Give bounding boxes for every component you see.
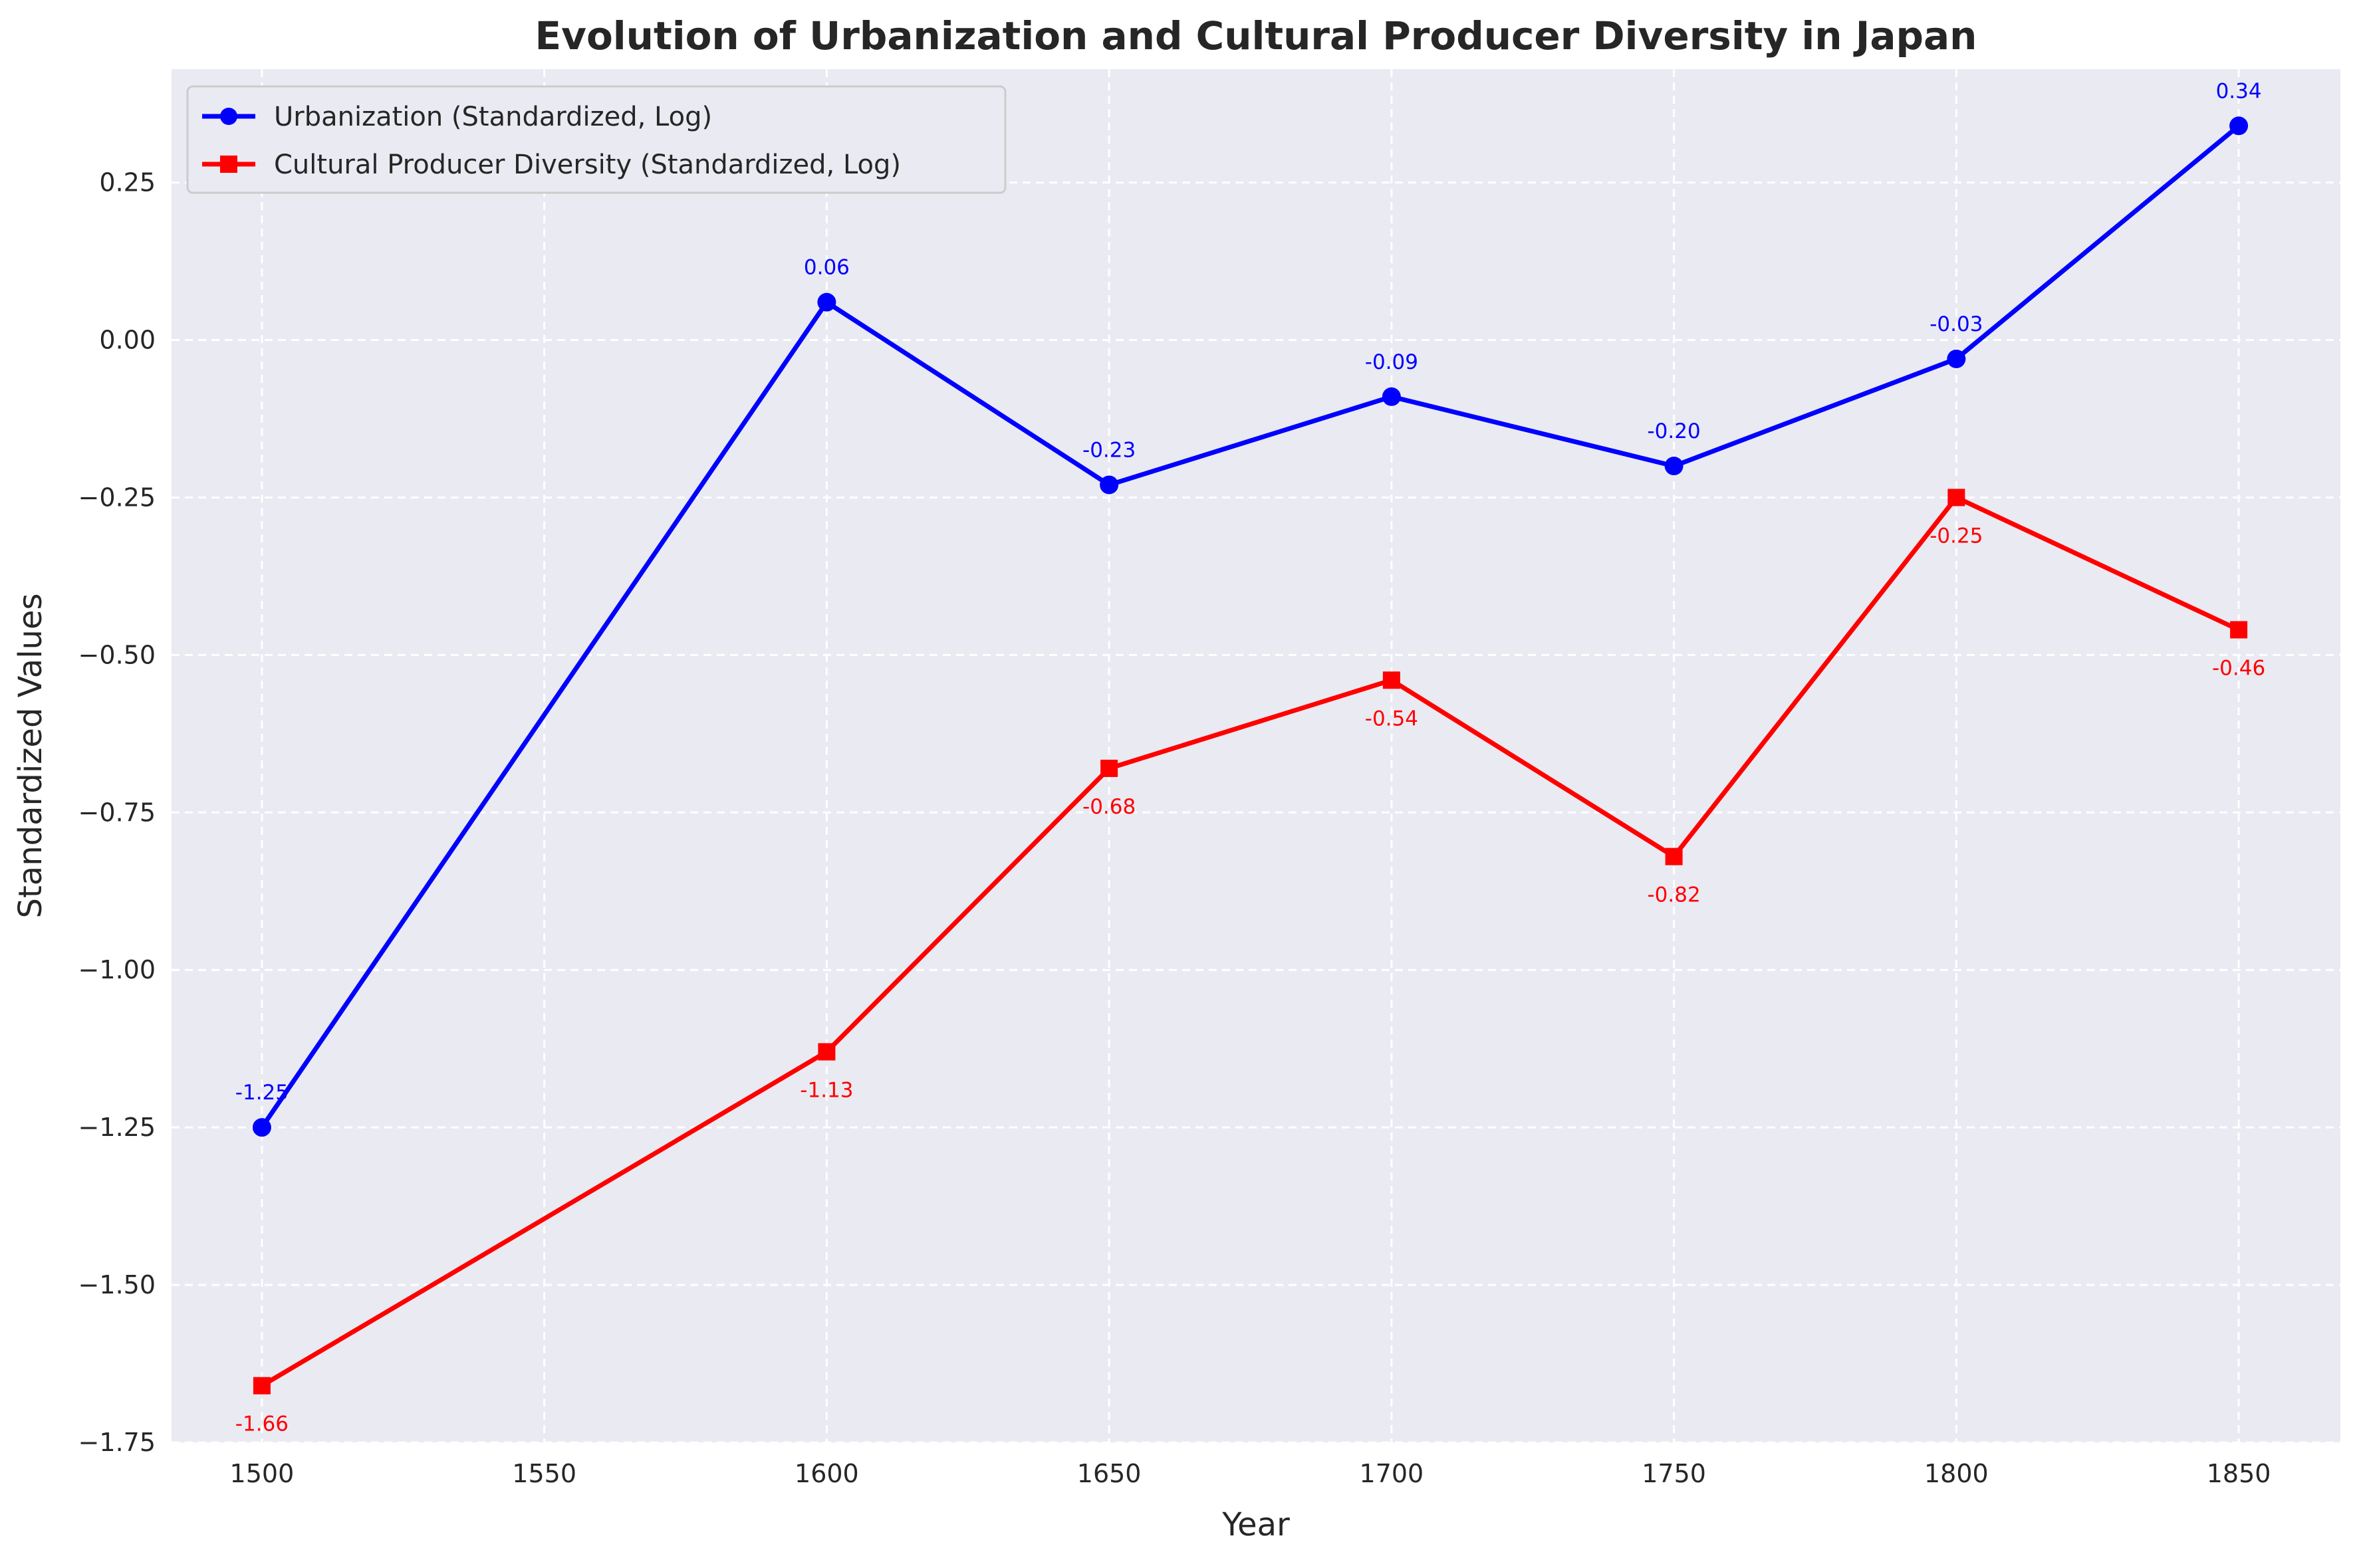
data-point (1665, 847, 1683, 865)
series-1: -1.66 -1.13 -0.68 -0.54 -0.82 -0.25 -0.46 (235, 489, 2265, 1436)
legend-marker-circle (220, 108, 237, 125)
tick-labels: 1500 1550 1600 1650 1700 1750 1800 1850 0.25 0.00… (78, 168, 2271, 1488)
data-point (2230, 621, 2248, 639)
data-label: -0.03 (1929, 312, 1983, 336)
data-point (252, 1118, 271, 1137)
x-tick-label: 1500 (230, 1459, 295, 1488)
data-label: -0.82 (1648, 883, 1701, 907)
legend-marker-square (220, 156, 237, 173)
data-label: -0.25 (1929, 524, 1983, 548)
x-tick-label: 1750 (1642, 1459, 1706, 1488)
data-point (1947, 349, 1966, 368)
legend-item-cultural-diversity: Cultural Producer Diversity (Standardize… (202, 150, 901, 180)
data-point (1382, 671, 1400, 689)
x-tick-label: 1700 (1360, 1459, 1424, 1488)
x-tick-label: 1800 (1924, 1459, 1989, 1488)
series-layer: -1.250.06-0.23-0.09-0.20-0.030.34-1.66-1… (235, 79, 2265, 1436)
y-tick-label: 0.00 (99, 326, 156, 355)
y-tick-label: −1.50 (78, 1270, 156, 1299)
data-label: -0.09 (1365, 350, 1418, 374)
data-point (817, 292, 836, 312)
y-tick-label: −1.25 (78, 1113, 156, 1142)
data-label: -0.23 (1082, 438, 1136, 462)
y-tick-label: −1.75 (78, 1428, 156, 1457)
x-tick-label: 1550 (512, 1459, 576, 1488)
legend-item-urbanization: Urbanization (Standardized, Log) (202, 102, 712, 132)
plot-area (172, 69, 2340, 1442)
x-tick-label: 1850 (2207, 1459, 2271, 1488)
data-point (1664, 457, 1683, 476)
data-label: -0.46 (2212, 656, 2265, 680)
data-point (1947, 489, 1965, 506)
y-axis-title: Standardized Values (12, 594, 49, 919)
data-label: 0.06 (804, 256, 850, 280)
data-point (253, 1377, 271, 1395)
y-tick-label: −0.25 (78, 483, 156, 512)
data-label: -0.20 (1648, 419, 1701, 443)
data-point (1382, 387, 1401, 406)
legend-label: Urbanization (Standardized, Log) (274, 102, 712, 132)
data-label: -1.25 (235, 1081, 289, 1105)
data-point (1100, 475, 1119, 495)
x-tick-label: 1650 (1077, 1459, 1142, 1488)
y-tick-label: −0.75 (78, 798, 156, 827)
data-label: 0.34 (2216, 79, 2262, 103)
x-axis-title: Year (1221, 1506, 1290, 1543)
data-label: -0.54 (1365, 707, 1418, 730)
legend-box (186, 85, 1007, 194)
data-label: -1.66 (235, 1412, 289, 1436)
series-0: -1.25 0.06 -0.23 -0.09 -0.20 -0.03 0.34 (235, 79, 2262, 1137)
x-tick-label: 1600 (795, 1459, 859, 1488)
data-label: -1.13 (800, 1078, 853, 1102)
chart-title: Evolution of Urbanization and Cultural P… (535, 13, 1977, 58)
y-tick-label: −1.00 (78, 955, 156, 984)
data-label: -0.68 (1082, 795, 1136, 819)
y-tick-label: −0.50 (78, 640, 156, 669)
y-tick-label: 0.25 (99, 168, 156, 197)
data-point (2229, 116, 2249, 136)
data-point (1100, 759, 1118, 777)
data-point (818, 1043, 836, 1061)
legend: Urbanization (Standardized, Log) Cultura… (186, 85, 1007, 194)
legend-label: Cultural Producer Diversity (Standardize… (274, 150, 901, 180)
